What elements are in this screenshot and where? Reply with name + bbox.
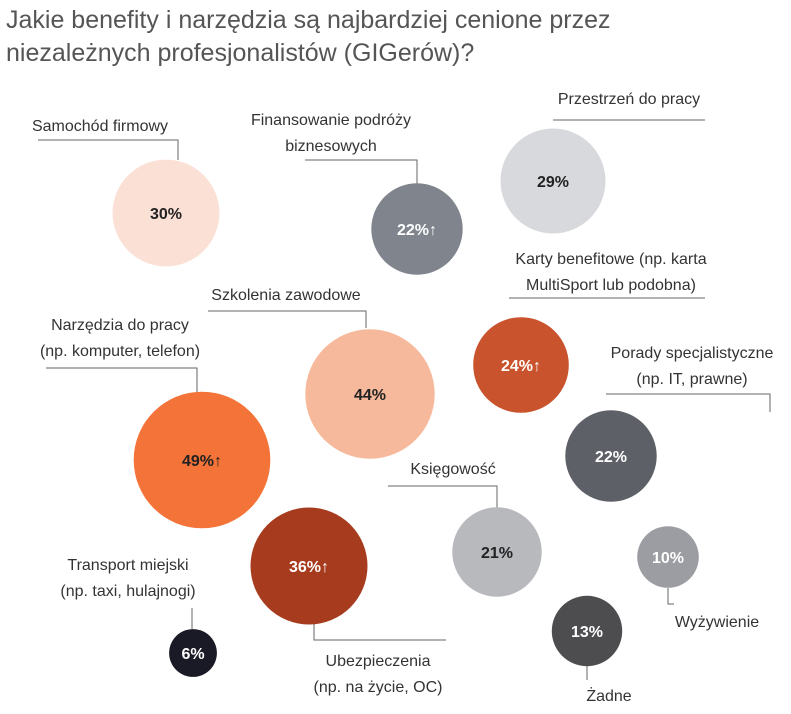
bubble-ksiegowosc xyxy=(452,507,542,597)
category-label-samochod: Samochód firmowy xyxy=(32,118,168,135)
category-label-porady-line-2: (np. IT, prawne) xyxy=(636,371,747,388)
bubble-porady xyxy=(565,410,657,502)
value-label-karty: 24%↑ xyxy=(501,358,541,375)
value-label-wyzywienie: 10% xyxy=(652,550,684,567)
leader-line-finansowanie xyxy=(305,159,418,186)
bubble-group-zadne: 13% Żadne xyxy=(551,595,632,705)
category-label-ksiegowosc: Księgowość xyxy=(410,461,495,478)
leader-line-porady xyxy=(606,393,771,412)
bubble-group-karty: 24%↑ Karty benefitowe (np. karta MultiSpor… xyxy=(473,251,707,413)
category-label-zadne: Żadne xyxy=(586,686,631,705)
value-label-zadne: 13% xyxy=(571,624,603,641)
leader-line-szkolenia xyxy=(208,310,367,328)
value-label-ksiegowosc: 21% xyxy=(481,545,513,562)
value-label-finansowanie: 22%↑ xyxy=(397,222,437,239)
chart-title-line-1: Jakie benefity i narzędzia są najbardzie… xyxy=(6,6,611,34)
leader-line-samochod xyxy=(38,139,179,160)
category-label-finansowanie-line-1: Finansowanie podróży xyxy=(251,112,411,129)
category-label-finansowanie-line-2: biznesowych xyxy=(285,138,377,155)
bubble-group-szkolenia: 44% Szkolenia zawodowe xyxy=(208,287,435,459)
value-label-samochod: 30% xyxy=(150,206,182,223)
bubble-wyzywienie xyxy=(637,526,699,588)
category-label-ubezpieczenia-line-1: Ubezpieczenia xyxy=(326,653,431,670)
chart-title-line-2: niezależnych profesjonalistów (GIGerów)? xyxy=(6,39,475,67)
category-label-przestrzen: Przestrzeń do pracy xyxy=(558,91,700,108)
category-label-szkolenia: Szkolenia zawodowe xyxy=(211,287,361,304)
category-label-transport-line-2: (np. taxi, hulajnogi) xyxy=(60,583,195,600)
bubble-szkolenia xyxy=(305,329,435,459)
bubble-group-samochod: 30% Samochód firmowy xyxy=(32,118,220,267)
bubble-group-narzedzia: 49%↑ Narzędzia do pracy (np. komputer, tel… xyxy=(40,317,271,529)
leader-line-wyzywienie xyxy=(667,588,674,605)
category-label-narzedzia-line-2: (np. komputer, telefon) xyxy=(40,343,200,360)
leader-line-narzedzia xyxy=(46,367,198,392)
bubble-karty xyxy=(473,317,569,413)
category-label-porady-line-1: Porady specjalistyczne xyxy=(611,345,774,362)
bubble-narzedzia xyxy=(133,391,271,529)
category-label-wyzywienie: Wyżywienie xyxy=(675,614,759,631)
bubble-group-porady: 22% Porady specjalistyczne (np. IT, prawne… xyxy=(565,345,773,502)
value-label-ubezpieczenia: 36%↑ xyxy=(289,559,329,576)
leader-line-ksiegowosc xyxy=(388,485,498,510)
bubble-group-finansowanie: 22%↑ Finansowanie podróży biznesowych xyxy=(251,112,463,275)
bubble-group-transport: 6% Transport miejski (np. taxi, hulajnogi) xyxy=(60,557,217,677)
bubble-group-przestrzen: 29% Przestrzeń do pracy xyxy=(500,91,705,234)
bubble-samochod xyxy=(112,159,220,267)
bubble-ubezpieczenia xyxy=(250,507,368,625)
category-label-karty-line-2: MultiSport lub podobna) xyxy=(526,277,696,294)
category-label-karty-line-1: Karty benefitowe (np. karta xyxy=(515,251,706,268)
bubble-transport xyxy=(169,629,217,677)
bubble-group-ksiegowosc: 21% Księgowość xyxy=(388,461,542,597)
category-label-narzedzia-line-1: Narzędzia do pracy xyxy=(51,317,189,334)
leader-line-ubezpieczenia xyxy=(313,624,446,641)
value-label-porady: 22% xyxy=(595,449,627,466)
bubble-zadne xyxy=(551,595,623,667)
bubble-group-ubezpieczenia: 36%↑ Ubezpieczenia (np. na życie, OC) xyxy=(250,507,446,696)
bubble-group-wyzywienie: 10% Wyżywienie xyxy=(637,526,759,631)
value-label-narzedzia: 49%↑ xyxy=(182,453,222,470)
value-label-szkolenia: 44% xyxy=(354,387,386,404)
value-label-transport: 6% xyxy=(181,646,204,663)
value-label-przestrzen: 29% xyxy=(537,174,569,191)
category-label-ubezpieczenia-line-2: (np. na życie, OC) xyxy=(314,679,443,696)
chart-title: Jakie benefity i narzędzia są najbardzie… xyxy=(6,4,786,70)
category-label-transport-line-1: Transport miejski xyxy=(67,557,188,574)
bubble-finansowanie xyxy=(371,183,463,275)
bubble-przestrzen xyxy=(500,128,606,234)
